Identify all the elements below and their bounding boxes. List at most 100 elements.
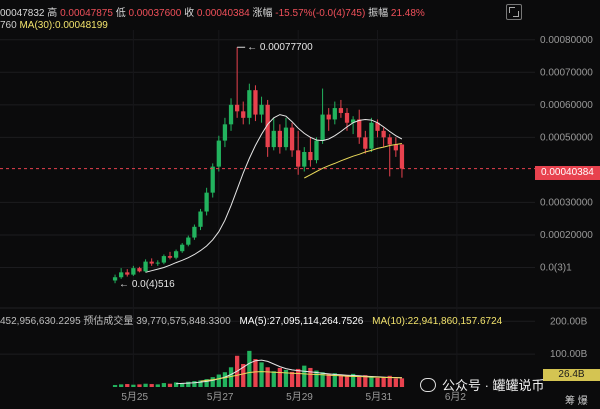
candle-body bbox=[137, 268, 142, 272]
volume-ma10: MA(10):22,941,860,157.6724 bbox=[372, 316, 503, 327]
volume-bar bbox=[314, 370, 319, 387]
volume-bars bbox=[112, 350, 405, 387]
candle-body bbox=[180, 244, 185, 252]
volume-bar bbox=[283, 369, 289, 387]
candle-body bbox=[326, 114, 331, 120]
volume-bar bbox=[204, 379, 209, 387]
volume-bar bbox=[180, 383, 185, 387]
volume-bar bbox=[149, 384, 154, 387]
candle-body bbox=[167, 256, 173, 258]
candle-body bbox=[308, 151, 313, 161]
candle-body bbox=[143, 261, 148, 272]
candle-body bbox=[363, 137, 368, 149]
candle-body bbox=[375, 122, 380, 131]
estimated-volume-value: 39,770,575,848.3300 bbox=[136, 316, 231, 327]
low-label: 低 bbox=[115, 8, 126, 19]
volume-bar bbox=[137, 384, 142, 387]
high-annotation: ← 0.00077700 bbox=[247, 42, 313, 53]
time-tick-label: 5月25 bbox=[121, 391, 148, 403]
volume-legend: 452,956,630.2295 预估成交量 39,770,575,848.33… bbox=[0, 312, 502, 327]
volume-bar bbox=[131, 384, 136, 387]
low-value: 0.00037600 bbox=[128, 8, 182, 19]
candle-body bbox=[369, 122, 374, 149]
ma-white-line bbox=[145, 114, 403, 273]
volume-bar bbox=[302, 365, 307, 387]
volume-axis: 200.00B 100.00B bbox=[550, 316, 588, 360]
candle-body bbox=[399, 144, 405, 169]
candle-body bbox=[186, 237, 191, 245]
candle-body bbox=[131, 268, 136, 275]
price-tick-label: 0.00080000 bbox=[540, 35, 593, 46]
candle-body bbox=[155, 262, 160, 264]
candle-body bbox=[228, 104, 234, 125]
volume-tick-label: 100.00B bbox=[550, 349, 588, 360]
high-label: 高 bbox=[47, 8, 58, 19]
volume-bar bbox=[186, 381, 191, 387]
candles bbox=[112, 47, 405, 284]
price-axis: 0.00080000 0.00070000 0.00060000 0.00050000… bbox=[540, 35, 593, 274]
left-fragment: 760 bbox=[0, 20, 17, 31]
volume-bar bbox=[253, 359, 258, 387]
watermark-text: 公众号 · 罐罐说币 bbox=[442, 378, 545, 393]
estimated-volume-label: 预估成交量 bbox=[83, 316, 134, 327]
ma-legend: 760 MA(30):0.00048199 bbox=[0, 20, 108, 31]
candle-body bbox=[204, 192, 209, 212]
candle-body bbox=[283, 127, 289, 148]
volume-bar bbox=[332, 373, 337, 387]
open-value-fragment: 00047832 bbox=[0, 8, 45, 19]
volume-bar bbox=[387, 375, 392, 387]
time-tick-label: 5月31 bbox=[366, 391, 393, 403]
volume-tick-label: 200.00B bbox=[550, 316, 588, 327]
candle-body bbox=[344, 112, 350, 123]
wechat-icon bbox=[420, 378, 436, 392]
volume-bar bbox=[198, 380, 203, 387]
candle-body bbox=[173, 251, 179, 258]
candle-body bbox=[277, 130, 283, 148]
candle-body bbox=[210, 166, 215, 193]
volume-bar bbox=[393, 378, 398, 387]
candle-body bbox=[387, 137, 392, 145]
candle-body bbox=[112, 277, 118, 281]
close-label: 收 bbox=[184, 8, 195, 19]
volume-ma10-line bbox=[200, 371, 402, 382]
low-annotation: ← 0.0(4)516 bbox=[119, 279, 175, 290]
price-tick-label: 0.00050000 bbox=[540, 132, 593, 143]
price-tick-label: 0.00030000 bbox=[540, 197, 593, 208]
volume-bar bbox=[119, 384, 124, 387]
ohlc-header: 00047832 高 0.00047875 低 0.00037600 收 0.0… bbox=[0, 4, 425, 19]
candle-body bbox=[381, 130, 386, 138]
volume-bar bbox=[289, 371, 295, 387]
volume-bar bbox=[192, 381, 197, 387]
watermark: 公众号 · 罐罐说币 bbox=[420, 375, 545, 394]
candle-body bbox=[241, 111, 246, 118]
price-tick-label: 0.00070000 bbox=[540, 67, 593, 78]
candle-body bbox=[125, 272, 130, 275]
candle-body bbox=[320, 114, 325, 141]
price-tick-label: 0.00060000 bbox=[540, 100, 593, 111]
volume-bar bbox=[241, 364, 246, 387]
volume-bar bbox=[350, 373, 356, 387]
amplitude-value: 21.48% bbox=[390, 8, 425, 19]
candle-body bbox=[119, 272, 124, 278]
candle-body bbox=[247, 90, 252, 118]
candle-body bbox=[314, 140, 319, 161]
candle-body bbox=[222, 124, 228, 141]
change-label: 涨幅 bbox=[252, 8, 273, 19]
current-price-tag: 0.00040384 bbox=[535, 166, 600, 180]
volume-bar bbox=[363, 375, 368, 387]
time-tick-label: 6月2 bbox=[445, 391, 467, 403]
fullscreen-icon[interactable] bbox=[506, 4, 522, 20]
candle-body bbox=[216, 140, 221, 167]
volume-bar bbox=[308, 367, 313, 387]
annotations: ← 0.00077700 ← 0.0(4)516 bbox=[0, 42, 535, 290]
volume-bar bbox=[399, 378, 405, 387]
candle-body bbox=[271, 130, 276, 148]
volume-bar bbox=[381, 377, 386, 387]
volume-bar bbox=[222, 372, 228, 387]
ma30-value: MA(30):0.00048199 bbox=[19, 20, 108, 31]
volume-bar bbox=[338, 374, 344, 387]
volume-bar bbox=[125, 384, 130, 387]
amplitude-label: 振幅 bbox=[368, 8, 389, 19]
change-value: -15.57%(-0.0(4)745) bbox=[275, 8, 366, 19]
